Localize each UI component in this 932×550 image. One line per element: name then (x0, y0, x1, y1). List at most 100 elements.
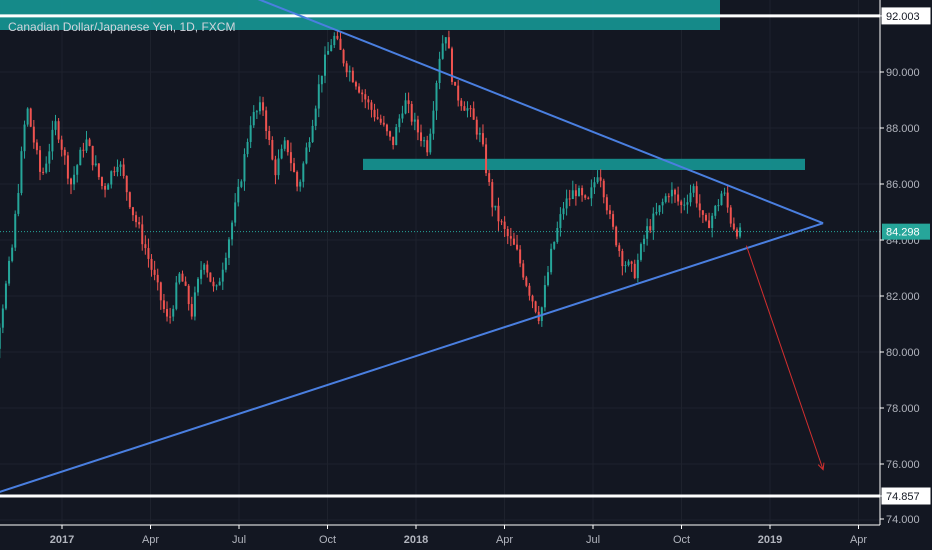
candle-body-47 (119, 164, 122, 167)
candle-body-139 (404, 100, 407, 114)
candle-body-213 (633, 263, 636, 279)
y-tick-label-8: 76.000 (886, 459, 920, 471)
candle-body-169 (497, 205, 500, 222)
candle-body-112 (320, 75, 323, 85)
candle-body-26 (54, 121, 57, 130)
candle-body-27 (57, 121, 60, 140)
candle-body-198 (587, 197, 590, 199)
candle-body-94 (265, 110, 268, 132)
candle-body-60 (159, 282, 162, 301)
candle-body-174 (512, 238, 515, 245)
candle-body-89 (249, 125, 252, 142)
candle-body-153 (447, 37, 450, 49)
candle-body-116 (333, 35, 336, 46)
candle-body-77 (212, 281, 215, 287)
candle-body-162 (475, 119, 478, 135)
candle-body-222 (661, 201, 664, 206)
candle-body-126 (364, 94, 367, 100)
candle-body-107 (305, 147, 308, 164)
candle-body-87 (243, 154, 246, 182)
candle-body-215 (639, 244, 642, 260)
x-tick-label-1: Apr (142, 534, 159, 546)
candle-body-45 (113, 171, 116, 173)
candle-body-101 (286, 140, 289, 153)
candle-body-121 (348, 70, 351, 73)
candle-body-108 (308, 141, 311, 148)
candle-body-231 (689, 192, 692, 203)
candle-body-106 (302, 163, 305, 182)
candle-body-186 (550, 248, 553, 273)
y-tick-label-2: 88.000 (886, 123, 920, 135)
candle-body-138 (401, 113, 404, 119)
candle-body-177 (522, 263, 525, 278)
candle-body-190 (562, 208, 565, 215)
candle-body-93 (262, 102, 265, 111)
candle-body-189 (559, 214, 562, 229)
y-tick-label-3: 86.000 (886, 179, 920, 191)
candle-body-109 (311, 125, 314, 142)
candle-body-147 (429, 133, 432, 153)
candle-body-76 (209, 272, 212, 282)
candle-body-157 (460, 100, 463, 107)
candle-body-48 (122, 164, 125, 176)
candle-body-195 (577, 188, 580, 197)
candle-body-8 (0, 327, 1, 349)
candle-body-164 (481, 133, 484, 145)
candle-body-230 (686, 202, 689, 205)
candle-body-14 (17, 193, 20, 214)
candle-body-102 (289, 152, 292, 164)
candle-body-70 (190, 304, 193, 317)
candle-body-242 (723, 192, 726, 194)
candle-body-88 (246, 141, 249, 155)
candle-body-233 (695, 186, 698, 204)
x-tick-label-0: 2017 (50, 534, 74, 546)
candle-body-119 (342, 49, 345, 64)
candle-body-199 (590, 187, 593, 199)
candle-body-37 (88, 139, 91, 146)
candle-body-201 (596, 177, 599, 183)
candle-body-30 (66, 155, 69, 179)
candle-body-210 (624, 265, 627, 267)
candle-body-50 (128, 192, 131, 208)
candle-body-16 (23, 124, 26, 152)
candle-body-137 (398, 118, 401, 128)
candle-body-225 (670, 189, 673, 197)
candle-body-35 (82, 149, 85, 151)
y-tick-label-9: 74.857 (886, 491, 920, 503)
candle-body-61 (162, 300, 165, 310)
candle-body-193 (571, 190, 574, 200)
candle-body-217 (646, 226, 649, 239)
candle-body-232 (692, 186, 695, 193)
candle-body-131 (379, 118, 382, 123)
price-axis-bg (880, 0, 932, 550)
chart-title: Canadian Dollar/Japanese Yen, 1D, FXCM (8, 20, 236, 34)
candle-body-235 (701, 210, 704, 215)
candle-body-74 (203, 264, 206, 270)
candle-body-228 (680, 201, 683, 206)
candle-body-15 (20, 151, 23, 194)
candle-body-163 (478, 133, 481, 135)
candle-body-97 (274, 159, 277, 176)
horizontal-levels (0, 14, 880, 498)
candle-body-209 (621, 251, 624, 267)
candle-body-145 (423, 140, 426, 142)
candle-body-46 (116, 166, 119, 172)
candle-body-75 (206, 264, 209, 273)
candle-body-71 (193, 292, 196, 317)
candle-body-159 (466, 108, 469, 111)
candle-body-221 (658, 205, 661, 212)
candle-body-175 (516, 244, 519, 250)
candle-body-63 (169, 316, 172, 318)
candle-body-18 (29, 108, 32, 127)
candle-body-229 (683, 204, 686, 206)
candle-body-144 (420, 132, 423, 141)
candle-body-239 (714, 205, 717, 216)
candle-body-247 (739, 227, 742, 237)
candle-body-81 (224, 257, 227, 270)
candle-body-40 (97, 163, 100, 178)
candle-body-188 (556, 228, 559, 242)
y-tick-label-0: 92.003 (886, 11, 920, 23)
candle-body-168 (494, 205, 497, 208)
